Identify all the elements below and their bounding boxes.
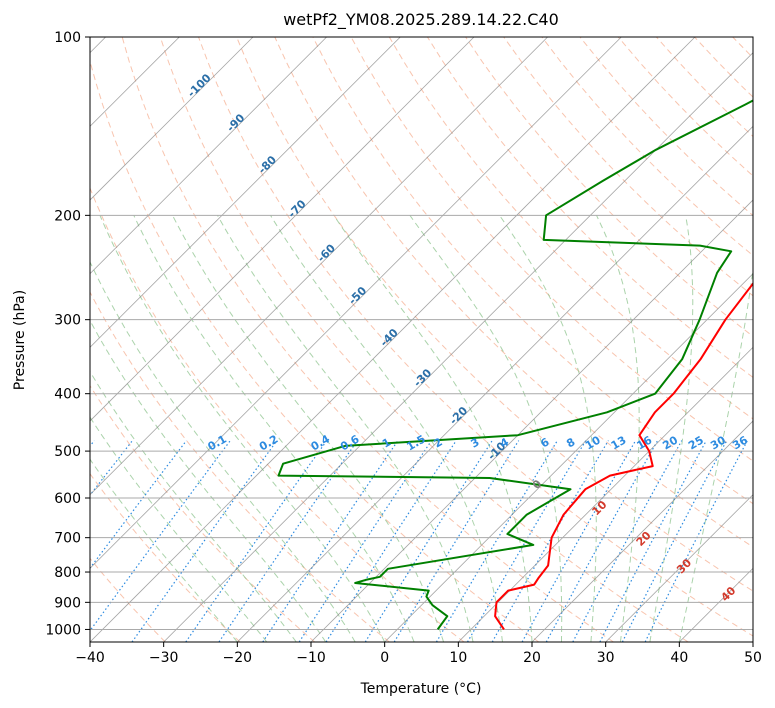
mixing-ratio-line <box>435 440 558 642</box>
x-tick-label: −40 <box>75 650 105 666</box>
mixing-ratio-line <box>262 440 399 642</box>
dry-adiabat <box>90 186 465 642</box>
mixing-ratio-line <box>298 440 432 642</box>
y-tick-label: 500 <box>54 444 81 460</box>
dry-adiabat <box>426 37 753 378</box>
mixing-ratio-line <box>466 440 587 642</box>
mixing-ratio-line <box>521 440 637 642</box>
y-tick-label: 600 <box>54 491 81 507</box>
moist-adiabat <box>172 215 445 642</box>
dry-adiabat <box>312 37 753 505</box>
temperature-profile <box>494 281 753 630</box>
moist-adiabat <box>409 215 563 642</box>
dry-adiabat <box>121 37 614 642</box>
isotherm <box>384 273 753 642</box>
moist-adiabat <box>596 215 640 642</box>
y-tick-label: 900 <box>54 595 81 611</box>
y-tick-label: 1000 <box>45 622 81 638</box>
x-tick-label: 40 <box>670 650 688 666</box>
x-tick-label: −10 <box>296 650 326 666</box>
y-tick-label: 700 <box>54 531 81 547</box>
x-tick-label: 0 <box>380 650 389 666</box>
dry-adiabat <box>90 472 241 642</box>
y-tick-label: 300 <box>54 313 81 329</box>
isotherm <box>605 494 753 642</box>
isotherm <box>237 125 753 642</box>
mixing-ratio-line <box>491 440 609 642</box>
dry-adiabat <box>350 37 753 462</box>
mixing-ratio-line <box>325 440 457 642</box>
x-tick-label: −30 <box>149 650 179 666</box>
x-tick-label: 10 <box>449 650 467 666</box>
dry-adiabat <box>503 37 753 297</box>
isotherm <box>90 37 254 201</box>
isotherm <box>90 37 327 275</box>
chart-title: wetPf2_YM08.2025.289.14.22.C40 <box>283 10 559 30</box>
isotherm <box>90 37 401 348</box>
moist-adiabat <box>90 458 238 642</box>
mixing-ratio-line <box>545 440 659 642</box>
y-tick-label: 200 <box>54 208 81 224</box>
x-tick-label: 30 <box>597 650 615 666</box>
dry-adiabat <box>236 37 753 592</box>
y-tick-label: 100 <box>54 30 81 46</box>
x-tick-label: −20 <box>223 650 253 666</box>
isotherm <box>163 52 753 642</box>
moist-adiabat <box>217 215 474 642</box>
background-lines <box>90 37 753 642</box>
isotherm <box>90 37 548 496</box>
moist-adiabat <box>333 215 533 642</box>
axes: −40 −30 −20 −10 0 10 20 30 40 50 100 200 300 400 500 60… <box>45 30 762 666</box>
y-tick-label: 800 <box>54 565 81 581</box>
moist-adiabat <box>90 260 356 642</box>
x-axis-label: Temperature (°C) <box>360 681 482 697</box>
moist-adiabat <box>90 370 297 642</box>
mixing-ratio-line <box>185 440 328 642</box>
dry-adiabat <box>90 291 390 642</box>
dry-adiabat <box>159 37 689 642</box>
profiles <box>277 99 753 630</box>
isotherm <box>90 37 696 642</box>
mixing-ratio-line <box>131 440 278 642</box>
x-tick-label: 20 <box>523 650 541 666</box>
moist-adiabat <box>90 319 327 642</box>
mixing-ratio-line <box>364 440 493 642</box>
mixing-ratio-line <box>644 440 748 642</box>
mixing-ratio-line <box>572 440 683 642</box>
isotherm <box>90 37 475 422</box>
isotherm <box>90 37 622 569</box>
moist-adiabat <box>99 215 386 642</box>
moist-adiabat <box>678 265 753 642</box>
plot-frame <box>89 36 754 643</box>
dry-adiabat <box>274 37 753 548</box>
mixing-ratio-line <box>90 440 231 632</box>
y-axis-label: Pressure (hPa) <box>12 290 28 390</box>
isotherm <box>310 199 753 642</box>
dry-adiabat <box>90 384 316 642</box>
y-tick-label: 400 <box>54 387 81 403</box>
dry-adiabat <box>465 37 753 338</box>
x-tick-label: 50 <box>744 650 762 666</box>
moist-adiabat <box>90 416 268 642</box>
moist-adiabat <box>270 215 503 642</box>
dry-adiabat <box>90 59 540 642</box>
isotherm <box>531 420 753 642</box>
dewpoint-profile <box>277 99 753 630</box>
moist-adiabat <box>649 215 694 642</box>
dry-adiabat <box>388 37 753 420</box>
isotherm <box>458 346 753 642</box>
moist-adiabat <box>133 215 415 642</box>
